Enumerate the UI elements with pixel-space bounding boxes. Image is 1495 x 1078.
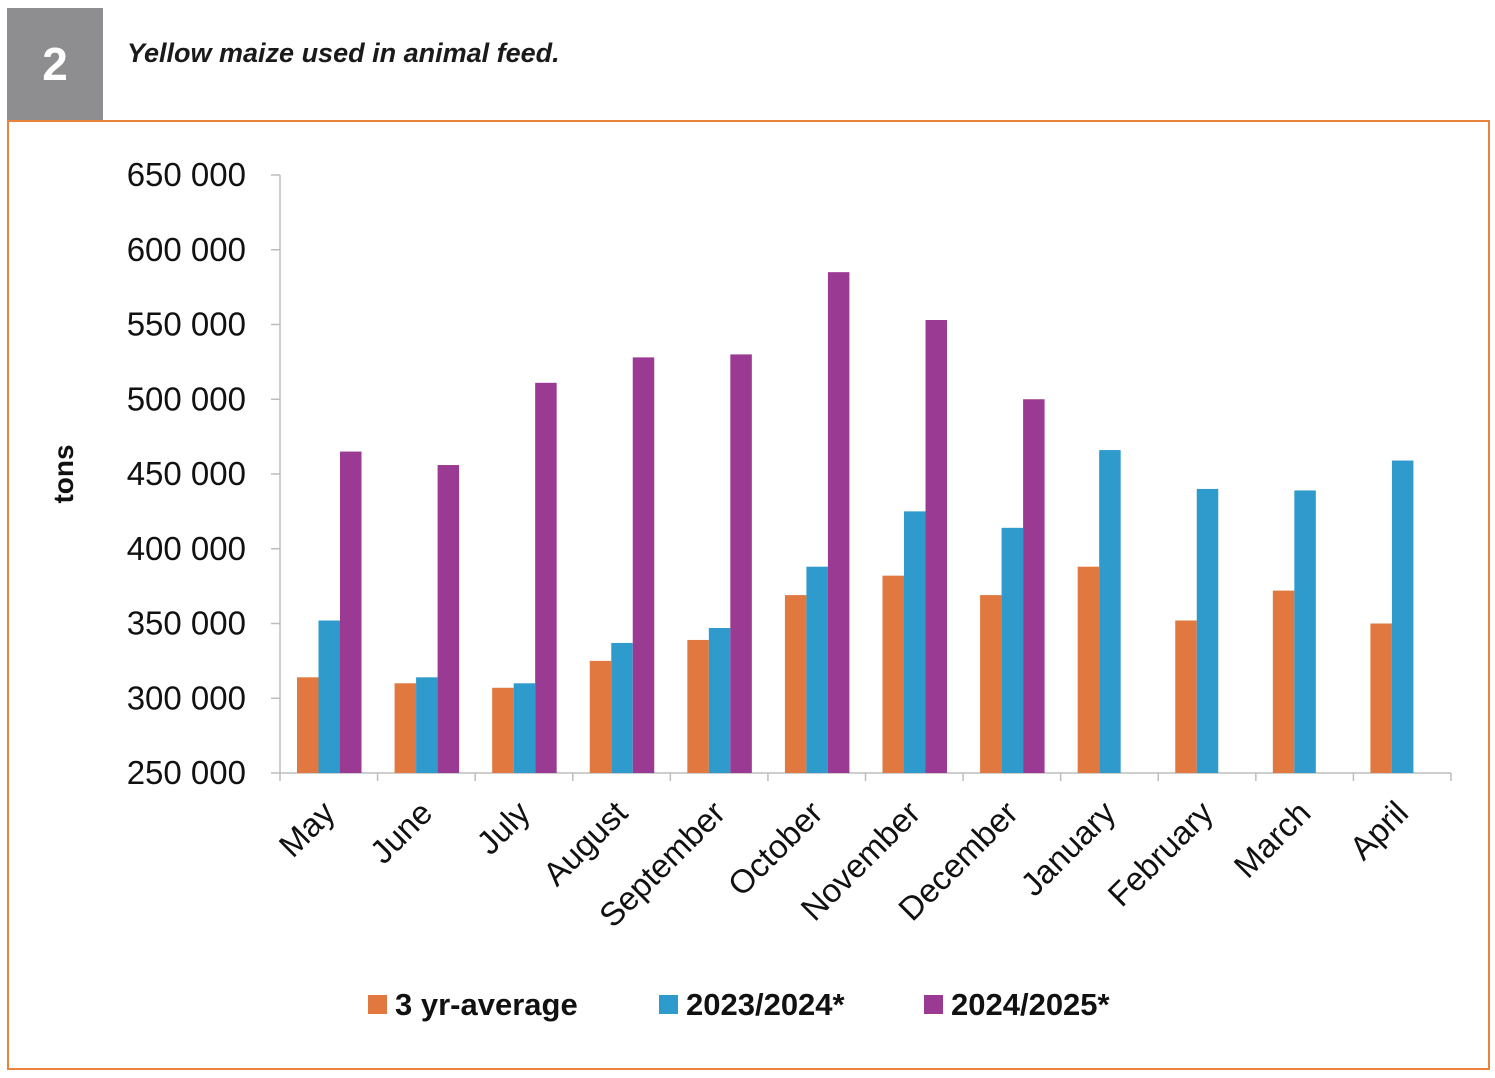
- figure-number-badge: 2: [7, 8, 103, 120]
- bar: [632, 357, 655, 773]
- bar: [437, 465, 460, 773]
- y-tick-label: 300 000: [127, 679, 246, 716]
- x-tick-label: April: [1342, 794, 1415, 867]
- bar: [925, 320, 947, 773]
- y-tick-label: 450 000: [127, 455, 246, 492]
- y-tick-label: 650 000: [127, 156, 246, 193]
- legend-label: 2023/2024*: [686, 987, 846, 1022]
- y-tick-label: 350 000: [127, 605, 246, 642]
- x-tick-label: May: [271, 793, 342, 864]
- bar: [513, 683, 536, 773]
- bar: [297, 677, 319, 773]
- bar: [730, 354, 752, 773]
- legend-swatch: [659, 995, 678, 1014]
- bar: [589, 660, 612, 773]
- bar: [1272, 590, 1295, 773]
- bar: [1023, 399, 1045, 773]
- figure-title: Yellow maize used in animal feed.: [127, 38, 560, 68]
- bar: [340, 451, 362, 773]
- x-tick-label: June: [363, 794, 440, 871]
- bar: [611, 642, 633, 773]
- bar: [1294, 490, 1316, 773]
- legend-swatch: [924, 995, 943, 1014]
- legend-label: 2024/2025*: [951, 987, 1111, 1022]
- bar: [492, 687, 514, 773]
- bar: [535, 382, 557, 773]
- x-tick-label: March: [1227, 794, 1318, 885]
- bar: [708, 627, 731, 773]
- bar: [1175, 620, 1197, 773]
- legend-label: 3 yr-average: [395, 987, 578, 1022]
- bar: [394, 683, 417, 773]
- y-tick-label: 500 000: [127, 380, 246, 417]
- chart-frame: [7, 120, 1490, 1070]
- y-tick-label: 600 000: [127, 231, 246, 268]
- y-axis-label: tons: [48, 444, 79, 503]
- y-tick-label: 400 000: [127, 530, 246, 567]
- bar: [827, 272, 850, 773]
- bar: [806, 566, 828, 773]
- bar: [1099, 450, 1121, 773]
- bar: [1370, 623, 1392, 773]
- bar: [882, 575, 904, 773]
- bar: [416, 677, 438, 773]
- x-tick-label: July: [469, 793, 537, 861]
- y-tick-label: 550 000: [127, 306, 246, 343]
- x-tick-label: August: [536, 794, 635, 893]
- bar: [1001, 527, 1024, 773]
- bar: [1391, 460, 1414, 773]
- y-tick-label: 250 000: [127, 754, 246, 791]
- bar: [784, 595, 807, 773]
- bar: [687, 639, 709, 773]
- x-tick-label: February: [1100, 793, 1220, 913]
- bar: [980, 595, 1002, 773]
- legend-swatch: [368, 995, 387, 1014]
- bar: [1196, 488, 1219, 773]
- bar: [904, 511, 926, 773]
- bar: [1077, 566, 1100, 773]
- bar: [318, 620, 340, 773]
- figure-number: 2: [42, 38, 68, 90]
